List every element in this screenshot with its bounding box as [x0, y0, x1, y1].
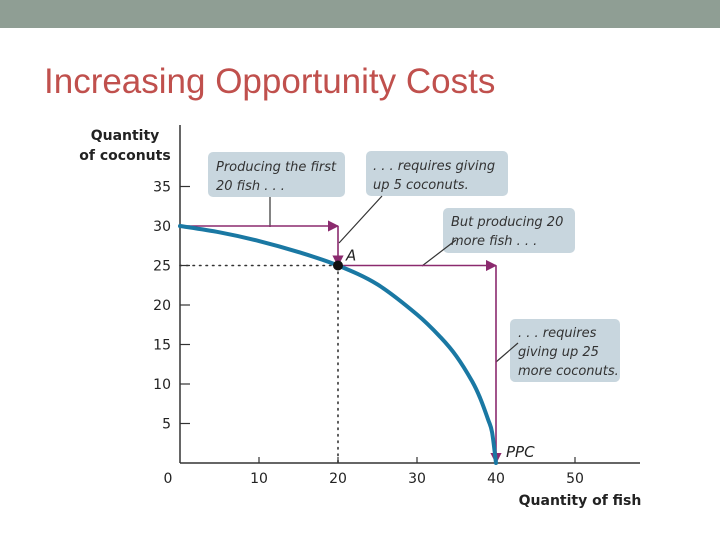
annotation-2-line-2: up 5 coconuts. — [373, 178, 469, 193]
annotation-1-box — [208, 152, 345, 197]
x-tick-label-30: 30 — [408, 471, 426, 487]
annotation-2-box — [366, 151, 508, 196]
point-a-label: A — [345, 247, 356, 265]
annotation-4-line-1: . . . requires — [518, 326, 597, 341]
ppc-curve — [178, 224, 498, 465]
annotation-1: Producing the first 20 fish . . . — [208, 152, 345, 197]
annotation-2: . . . requires giving up 5 coconuts. — [366, 151, 508, 196]
y-tick-label-35: 35 — [153, 180, 171, 196]
y-axis-title-line-2: of coconuts — [79, 148, 170, 164]
annotation-3-line-2: more fish . . . — [451, 234, 537, 249]
annotation-1-line-2: 20 fish . . . — [216, 179, 285, 194]
y-tick-label-25: 25 — [153, 259, 171, 275]
y-tick-label-5: 5 — [162, 417, 171, 433]
x-tick-label-10: 10 — [250, 471, 268, 487]
annotation-4-connector — [495, 342, 519, 363]
y-axis-title-line-1: Quantity — [91, 128, 160, 144]
top-bar — [0, 0, 720, 28]
annotation-3-box — [443, 208, 575, 253]
y-tick-label-10: 10 — [153, 377, 171, 393]
x-tick-label-40: 40 — [487, 471, 505, 487]
x-tick-label-0: 0 — [164, 471, 173, 487]
chart-marks: 5 10 15 20 25 30 35 0 10 20 30 40 50 — [153, 180, 584, 488]
y-tick-label-20: 20 — [153, 298, 171, 314]
slide-title: Increasing Opportunity Costs — [44, 62, 496, 101]
ppc-label: PPC — [506, 443, 535, 461]
annotation-4-line-2: giving up 25 — [518, 345, 599, 360]
annotation-2-line-1: . . . requires giving — [373, 159, 495, 174]
annotation-4-box — [510, 319, 620, 382]
point-a — [333, 260, 343, 271]
y-tick-label-30: 30 — [153, 219, 171, 235]
annotation-4-line-3: more coconuts. — [518, 364, 619, 379]
annotation-4: . . . requires giving up 25 more coconut… — [510, 319, 620, 382]
x-tick-label-20: 20 — [329, 471, 347, 487]
annotation-1-line-1: Producing the first — [216, 160, 337, 175]
annotation-3: But producing 20 more fish . . . — [443, 208, 575, 253]
x-tick-label-50: 50 — [566, 471, 584, 487]
annotation-3-connector — [421, 239, 457, 267]
annotation-2-connector — [338, 195, 383, 244]
x-axis-title: Quantity of fish — [519, 493, 642, 509]
annotation-3-line-1: But producing 20 — [451, 215, 563, 230]
y-tick-label-15: 15 — [153, 338, 171, 354]
